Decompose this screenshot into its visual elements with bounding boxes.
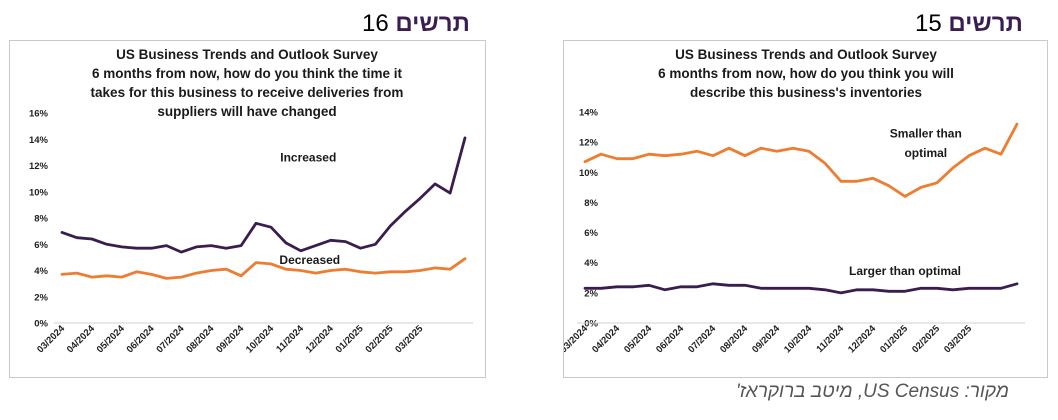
chart-15-svg: US Business Trends and Outlook Survey 6 m…: [564, 47, 1025, 356]
chart-15-y-tick-label: 14%: [579, 108, 599, 119]
chart-15-heading-number: 15: [915, 10, 942, 37]
chart-15-y-tick-label: 12%: [579, 138, 599, 149]
chart-15-x-tick-label: 11/2024: [814, 323, 846, 355]
chart-15-title-line: US Business Trends and Outlook Survey: [675, 47, 937, 62]
chart-15-series-label: optimal: [904, 146, 947, 160]
chart-16-x-tick-label: 07/2024: [154, 323, 187, 356]
chart-15-x-tick-label: 12/2024: [846, 323, 879, 356]
chart-16-x-tick-label: 12/2024: [304, 323, 337, 356]
chart-15-y-tick-label: 8%: [584, 198, 598, 209]
chart-16-y-tick-label: 6%: [34, 240, 48, 251]
chart-16-x-tick-label: 09/2024: [214, 323, 247, 356]
chart-15-title-line: 6 months from now, how do you think you …: [658, 66, 954, 81]
chart-15-series-label: Smaller than: [890, 127, 962, 141]
chart-15-x-tick-label: 07/2024: [686, 323, 719, 356]
chart-16-title-line: 6 months from now, how do you think the …: [92, 66, 402, 81]
chart-16-title-line: suppliers will have changed: [157, 104, 336, 119]
chart-15-heading: תרשים 15: [915, 10, 1023, 38]
source-note: מקור: US Census, מיטב ברוקראז': [736, 381, 1009, 402]
chart-15-y-tick-label: 0%: [584, 319, 598, 330]
chart-15-series-label: Larger than optimal: [849, 264, 961, 278]
chart-16-y-tick-label: 4%: [34, 266, 48, 277]
chart-15-x-tick-label: 10/2024: [782, 323, 815, 356]
chart-16-y-tick-label: 16%: [29, 109, 49, 120]
chart-15-y-tick-label: 6%: [584, 228, 598, 239]
chart-16-title-line: takes for this business to receive deliv…: [91, 85, 404, 100]
chart-16-x-tick-label: 11/2024: [274, 323, 306, 355]
chart-15-x-tick-label: 09/2024: [750, 323, 783, 356]
chart-16-x-tick-label: 03/2025: [393, 323, 426, 356]
chart-15-x-tick-label: 03/2025: [942, 323, 975, 356]
chart-16-series-line-2: [60, 257, 467, 280]
chart-16-title-line: US Business Trends and Outlook Survey: [116, 47, 378, 62]
chart-15-x-tick-label: 06/2024: [654, 323, 687, 356]
chart-15-heading-word: תרשים: [948, 10, 1023, 37]
chart-16-svg: US Business Trends and Outlook Survey 6 m…: [29, 47, 473, 356]
chart-16-y-tick-label: 0%: [34, 319, 48, 330]
chart-16-y-tick-label: 10%: [29, 187, 49, 198]
chart-16-x-tick-label: 08/2024: [184, 323, 217, 356]
chart-16-y-tick-label: 2%: [34, 292, 48, 303]
chart-15-y-tick-label: 4%: [584, 258, 598, 269]
chart-16-heading-number: 16: [362, 10, 389, 37]
chart-16-x-tick-label: 06/2024: [125, 323, 158, 356]
chart-16-x-tick-label: 10/2024: [244, 323, 277, 356]
chart-16-series-label: Increased: [280, 151, 336, 165]
chart-16-y-tick-label: 12%: [29, 161, 49, 172]
chart-15-x-tick-label: 01/2025: [878, 323, 911, 356]
chart-16-y-tick-label: 8%: [34, 214, 48, 225]
chart-16-heading-word: תרשים: [395, 10, 470, 37]
chart-16-x-tick-label: 04/2024: [65, 323, 98, 356]
chart-16-heading: תרשים 16: [362, 10, 470, 38]
chart-15-y-tick-label: 10%: [579, 168, 599, 179]
chart-16-series-line-1: [60, 136, 467, 254]
chart-16-x-tick-label: 02/2025: [363, 323, 396, 356]
chart-15-panel: US Business Trends and Outlook Survey 6 m…: [563, 40, 1048, 378]
chart-16-panel: US Business Trends and Outlook Survey 6 m…: [9, 40, 486, 378]
chart-15-x-tick-label: 08/2024: [718, 323, 751, 356]
chart-16-x-tick-label: 01/2025: [334, 323, 367, 356]
chart-15-title-line: describe this business's inventories: [690, 85, 922, 100]
chart-16-x-tick-label: 05/2024: [95, 323, 128, 356]
chart-15-series-line-1: [583, 122, 1019, 198]
chart-15-series-line-2: [583, 282, 1019, 295]
chart-15-x-tick-label: 03/2024: [564, 323, 591, 356]
chart-15-x-tick-label: 05/2024: [622, 323, 655, 356]
chart-15-x-tick-label: 02/2025: [910, 323, 943, 356]
chart-15-y-tick-label: 2%: [584, 288, 598, 299]
chart-16-y-tick-label: 14%: [29, 135, 49, 146]
chart-16-series-label: Decreased: [279, 253, 340, 267]
